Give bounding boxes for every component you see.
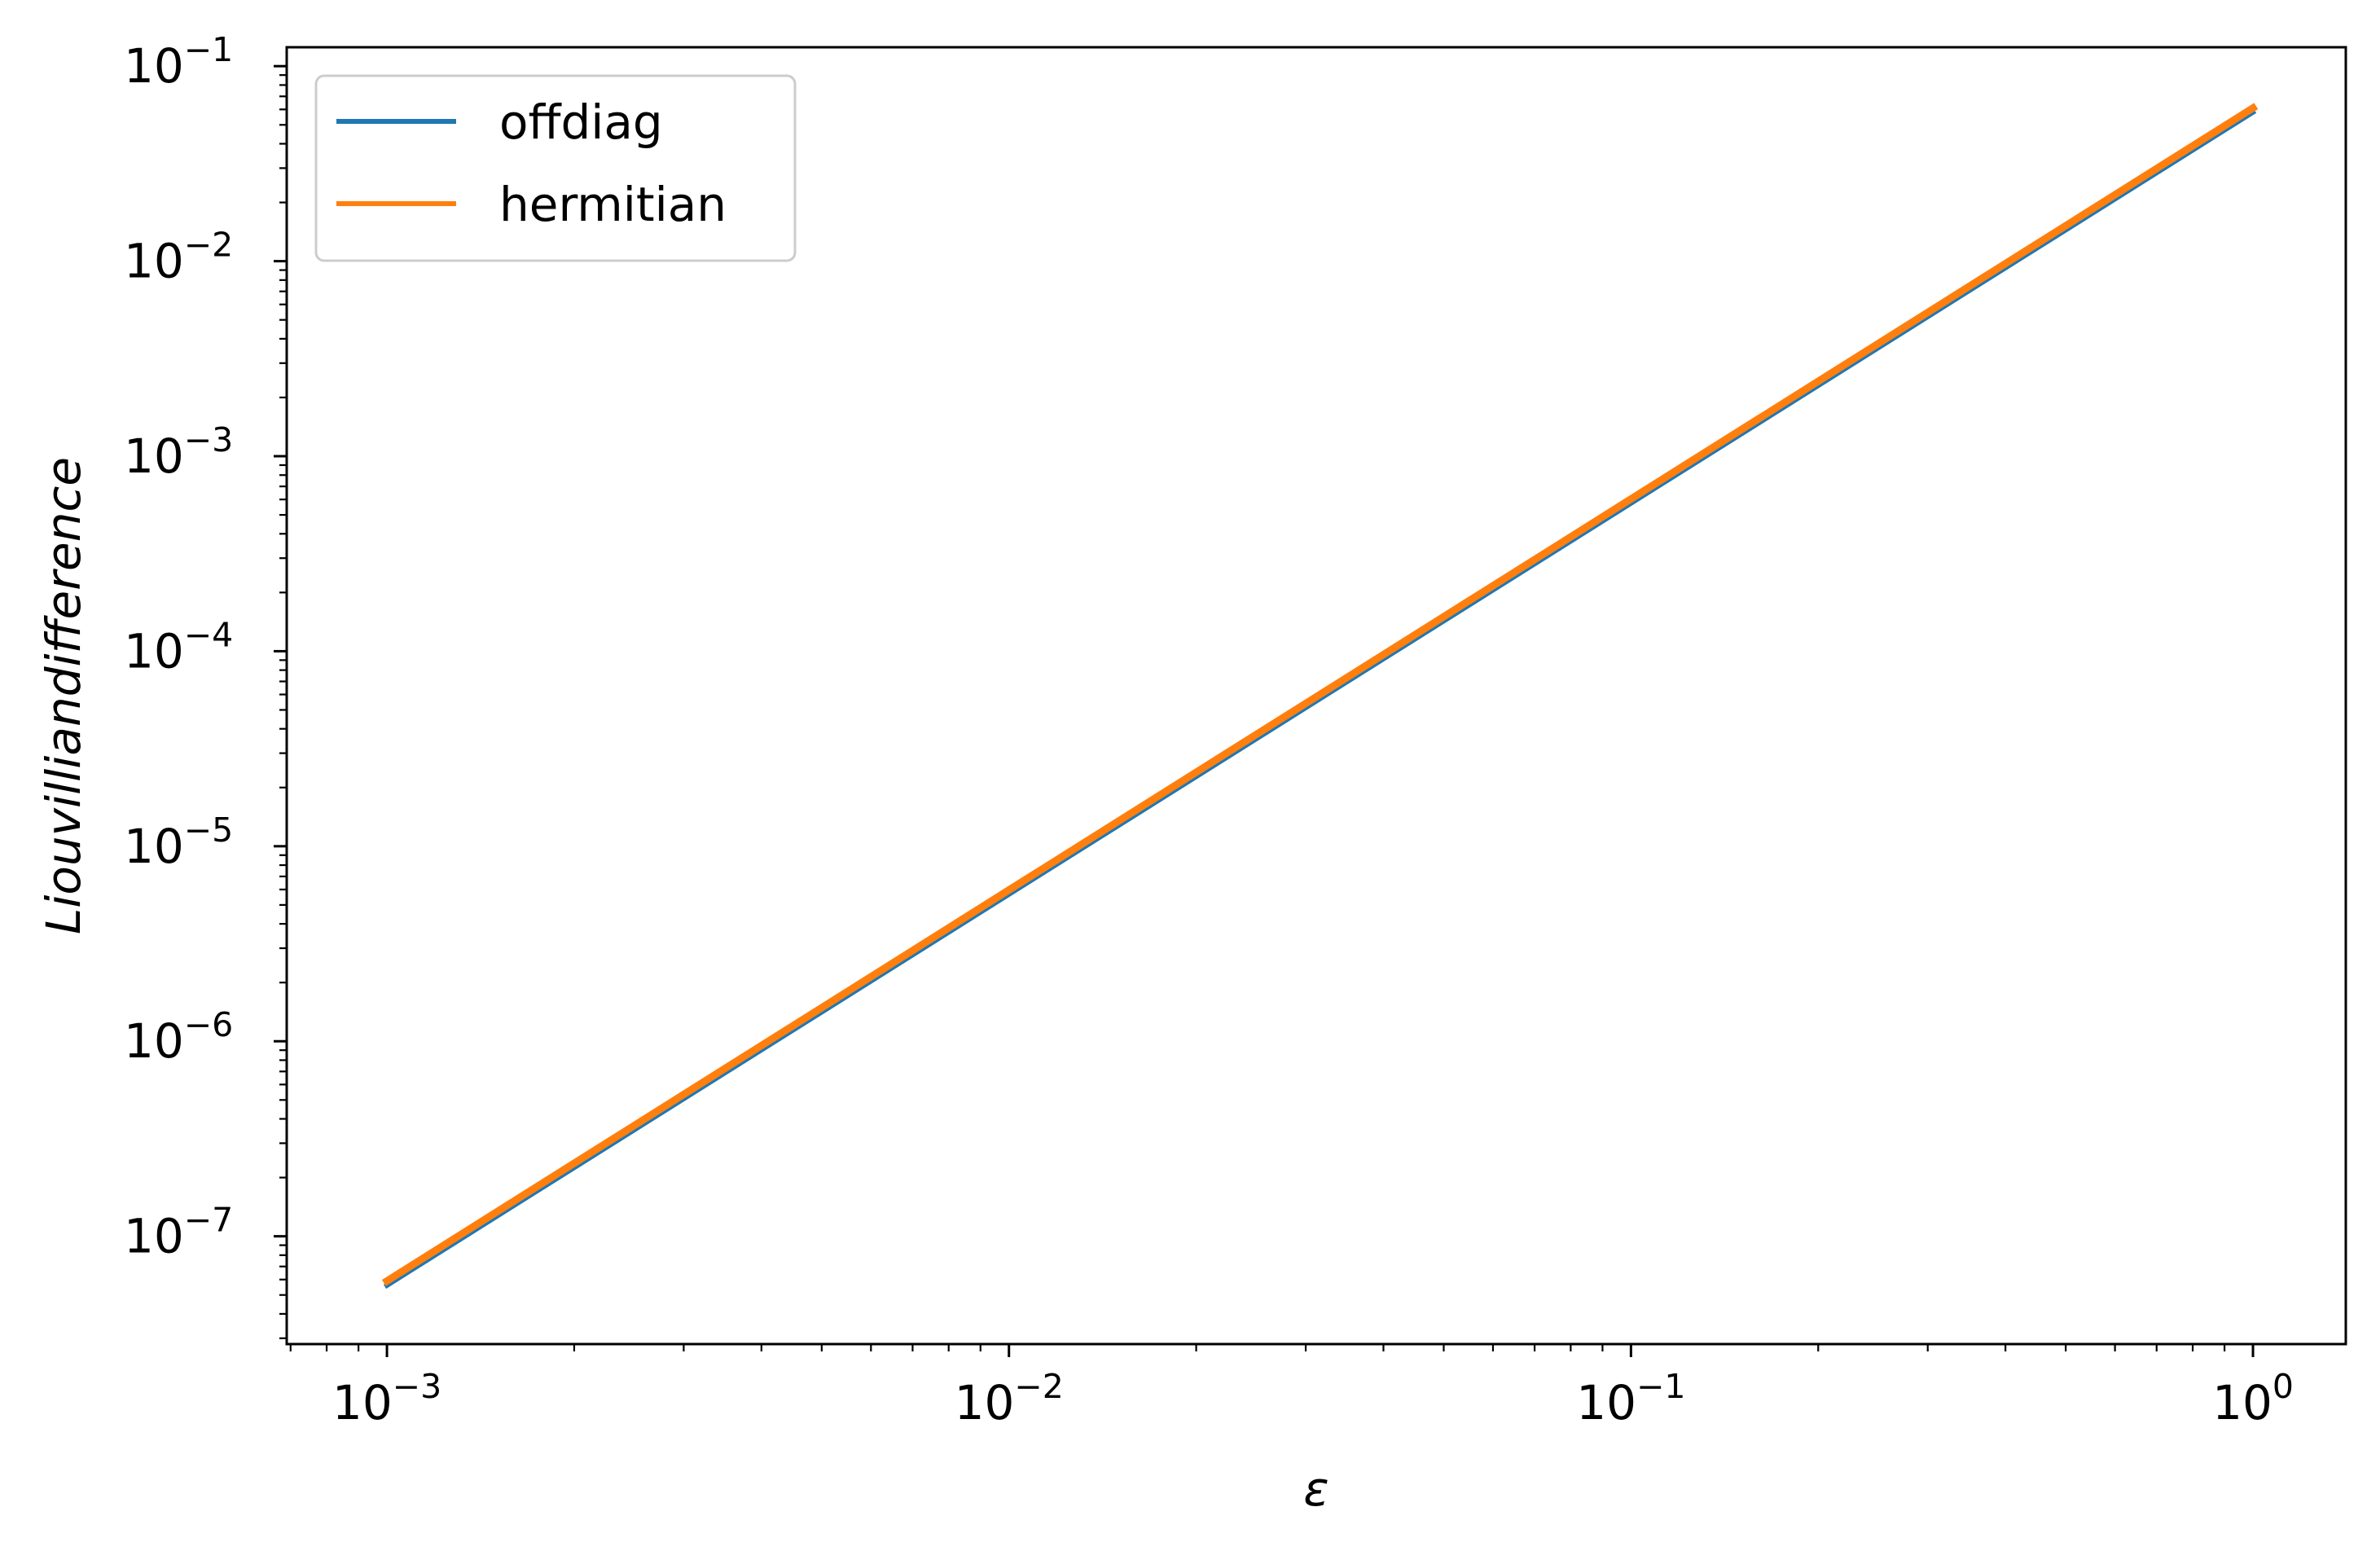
y-tick-label: 10−7: [124, 1201, 233, 1264]
series-layer: [381, 103, 2259, 1290]
y-tick-exponent: −4: [184, 615, 233, 654]
x-tick-label: 100: [2212, 1367, 2294, 1430]
y-tick-base: 10: [124, 428, 184, 484]
y-tick-base: 10: [124, 819, 184, 874]
x-tick-label: 10−1: [1576, 1367, 1685, 1430]
y-tick-label: 10−4: [124, 615, 233, 679]
y-tick-exponent: −3: [184, 420, 233, 459]
y-tick-exponent: −1: [184, 30, 233, 69]
y-tick-exponent: −5: [184, 811, 233, 850]
y-axis-ticks: 10−710−610−510−410−310−210−1: [124, 30, 287, 1339]
legend: offdiag hermitian: [314, 74, 797, 262]
y-tick-exponent: −7: [184, 1201, 233, 1240]
x-axis-label: ε: [1303, 1461, 1328, 1517]
legend-label-offdiag: offdiag: [499, 94, 663, 150]
y-tick-base: 10: [124, 1209, 184, 1264]
x-tick-exponent: −3: [393, 1367, 441, 1406]
y-tick-base: 10: [124, 623, 184, 679]
x-tick-exponent: −1: [1636, 1367, 1685, 1406]
y-axis-label: Liouvilliandifference: [36, 457, 91, 934]
y-tick-label: 10−2: [124, 226, 233, 289]
x-tick-label: 10−2: [955, 1367, 1064, 1430]
y-tick-exponent: −6: [184, 1005, 233, 1044]
plot-frame: [285, 46, 2347, 1346]
y-tick-base: 10: [124, 38, 184, 94]
legend-label-hermitian: hermitian: [499, 177, 727, 232]
x-tick-base: 10: [332, 1375, 393, 1430]
y-tick-label: 10−3: [124, 420, 233, 484]
x-tick-base: 10: [955, 1375, 1015, 1430]
x-tick-exponent: −2: [1014, 1367, 1063, 1406]
y-tick-base: 10: [124, 1013, 184, 1069]
x-tick-base: 10: [2212, 1375, 2272, 1430]
series-line-hermitian: [381, 103, 2259, 1286]
y-tick-exponent: −2: [184, 226, 233, 265]
x-tick-base: 10: [1576, 1375, 1636, 1430]
y-tick-base: 10: [124, 234, 184, 289]
y-tick-label: 10−1: [124, 30, 233, 94]
x-tick-exponent: 0: [2272, 1367, 2294, 1406]
y-tick-label: 10−6: [124, 1005, 233, 1069]
x-axis-ticks: 10−3 10−2 10−1 100: [289, 1344, 2294, 1430]
y-tick-label: 10−5: [124, 811, 233, 874]
x-tick-label: 10−3: [332, 1367, 441, 1430]
